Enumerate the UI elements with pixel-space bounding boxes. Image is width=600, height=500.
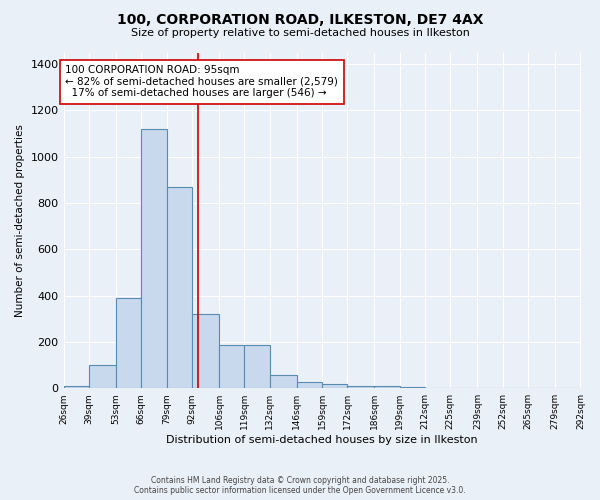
Bar <box>141 129 167 388</box>
Bar <box>167 187 192 388</box>
Y-axis label: Number of semi-detached properties: Number of semi-detached properties <box>15 124 25 317</box>
Bar <box>192 314 219 388</box>
Text: Contains HM Land Registry data © Crown copyright and database right 2025.
Contai: Contains HM Land Registry data © Crown c… <box>134 476 466 495</box>
Text: Size of property relative to semi-detached houses in Ilkeston: Size of property relative to semi-detach… <box>131 28 469 38</box>
Text: 100 CORPORATION ROAD: 95sqm
← 82% of semi-detached houses are smaller (2,579)
  : 100 CORPORATION ROAD: 95sqm ← 82% of sem… <box>65 65 338 98</box>
Bar <box>347 386 374 388</box>
Bar <box>89 365 116 388</box>
Bar <box>64 386 89 388</box>
Bar <box>374 386 400 388</box>
Bar <box>244 346 269 388</box>
Bar <box>297 382 322 388</box>
Text: 100, CORPORATION ROAD, ILKESTON, DE7 4AX: 100, CORPORATION ROAD, ILKESTON, DE7 4AX <box>117 12 483 26</box>
Bar <box>269 376 297 388</box>
Bar <box>400 387 425 388</box>
Bar <box>116 298 141 388</box>
Bar <box>219 346 244 388</box>
Bar <box>322 384 347 388</box>
X-axis label: Distribution of semi-detached houses by size in Ilkeston: Distribution of semi-detached houses by … <box>166 435 478 445</box>
